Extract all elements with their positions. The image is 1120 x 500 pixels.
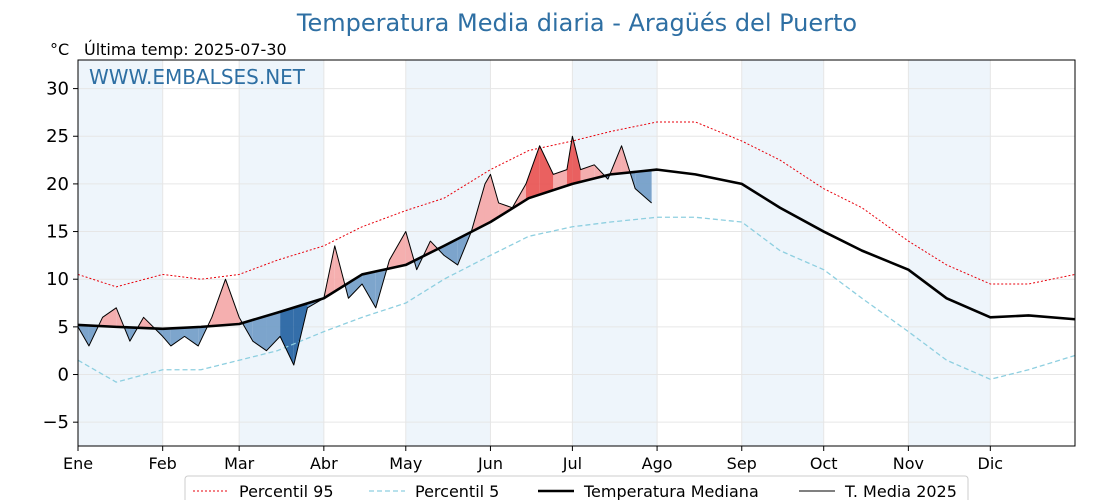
fill-above-median: [572, 136, 581, 184]
y-tick-label: −5: [42, 412, 69, 433]
x-tick-label: Nov: [893, 454, 924, 473]
fill-above-median: [225, 279, 240, 326]
fill-above-median: [566, 136, 573, 186]
grid-lines: [77, 60, 1075, 446]
series-temperatura-mediana: [77, 168, 1076, 331]
plot-area: WWW.EMBALSES.NET: [77, 59, 1076, 447]
fill-above-median: [484, 174, 491, 225]
month-bands: [78, 60, 991, 446]
x-tick-label: Abr: [310, 454, 338, 473]
fill-below-median: [635, 170, 652, 203]
fill-above-median: [102, 307, 117, 327]
legend-label: Percentil 5: [415, 482, 499, 500]
month-band: [78, 60, 163, 446]
x-tick-label: Sep: [727, 454, 757, 473]
fill-above-median: [525, 145, 540, 200]
month-band: [572, 60, 658, 446]
fill-above-median: [580, 164, 595, 182]
fill-below-median: [170, 327, 185, 346]
x-tick-label: Mar: [224, 454, 255, 473]
legend-label: Percentil 95: [239, 482, 334, 500]
fill-above-median: [389, 231, 406, 269]
fill-below-median: [348, 274, 363, 299]
x-axis: Ene Feb Mar Abr May Jun Jul Ago Sep Oct Nov Dic: [63, 446, 1003, 473]
series-percentil-95: [77, 121, 1076, 288]
x-tick-label: Jul: [562, 454, 582, 473]
fill-below-median: [252, 315, 267, 351]
y-tick-label: 10: [46, 269, 69, 290]
x-tick-label: Jun: [477, 454, 503, 473]
y-tick-label: 0: [58, 365, 69, 386]
fill-above-median: [490, 174, 499, 223]
month-band: [741, 60, 824, 446]
fill-below-median: [266, 311, 281, 351]
series-lines: [77, 121, 1076, 383]
fill-below-median: [362, 271, 376, 308]
x-tick-label: Ago: [642, 454, 673, 473]
y-tick-label: 30: [46, 79, 69, 100]
legend-box: [184, 475, 969, 500]
x-tick-label: Feb: [149, 454, 177, 473]
fill-above-median: [553, 169, 567, 191]
fill-below-median: [162, 328, 171, 346]
fill-below-median: [280, 307, 294, 365]
month-band: [239, 60, 324, 446]
x-tick-label: Dic: [978, 454, 1004, 473]
watermark: WWW.EMBALSES.NET: [89, 65, 306, 89]
y-tick-label: 15: [46, 222, 69, 243]
series-percentil-5: [77, 216, 1076, 383]
fill-above-median: [211, 279, 226, 327]
x-tick-label: May: [389, 454, 422, 473]
x-tick-label: Oct: [810, 454, 838, 473]
y-tick-label: 25: [46, 126, 69, 147]
fill-below-median: [184, 327, 199, 346]
last-temp-label: Última temp: 2025-07-30: [84, 40, 287, 59]
legend: Percentil 95 Percentil 5 Temperatura Media…: [184, 475, 969, 500]
month-band: [908, 60, 991, 446]
legend-label: T. Media 2025: [844, 482, 957, 500]
legend-label: Temperatura Mediana: [583, 482, 759, 500]
unit-label: °C: [50, 40, 69, 59]
series-t-media-2025: [77, 135, 652, 366]
y-tick-label: 5: [58, 317, 69, 338]
fill-above-median: [539, 145, 554, 195]
y-tick-label: 20: [46, 174, 69, 195]
chart-title: Temperatura Media diaria - Aragüés del P…: [296, 9, 857, 37]
x-tick-label: Ene: [63, 454, 93, 473]
plot-frame: [77, 59, 1076, 447]
y-axis: −5 0 5 10 15 20 25 30: [42, 79, 78, 433]
